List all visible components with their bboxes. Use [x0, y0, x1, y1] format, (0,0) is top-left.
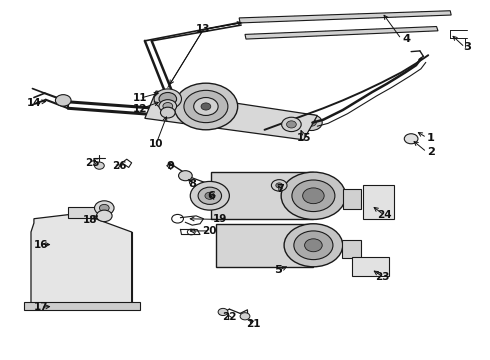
- Circle shape: [97, 210, 112, 222]
- FancyBboxPatch shape: [363, 185, 393, 220]
- Text: 13: 13: [196, 24, 211, 35]
- FancyBboxPatch shape: [24, 302, 141, 310]
- Circle shape: [163, 103, 172, 110]
- Text: 7: 7: [276, 184, 284, 194]
- Polygon shape: [245, 27, 438, 39]
- Circle shape: [307, 119, 317, 126]
- Text: 9: 9: [167, 161, 175, 171]
- Circle shape: [404, 134, 418, 144]
- Text: 10: 10: [149, 139, 163, 149]
- Text: 25: 25: [85, 158, 100, 168]
- Circle shape: [294, 231, 333, 260]
- Circle shape: [240, 313, 250, 320]
- Circle shape: [178, 171, 192, 181]
- Circle shape: [218, 309, 228, 316]
- Text: 23: 23: [375, 272, 390, 282]
- Text: 19: 19: [212, 215, 227, 224]
- Polygon shape: [239, 11, 451, 23]
- Circle shape: [281, 172, 345, 220]
- FancyBboxPatch shape: [216, 224, 314, 267]
- FancyBboxPatch shape: [342, 239, 361, 258]
- Circle shape: [303, 188, 324, 204]
- Text: 20: 20: [202, 226, 217, 236]
- FancyBboxPatch shape: [68, 207, 100, 218]
- Circle shape: [305, 239, 322, 252]
- Circle shape: [154, 89, 181, 109]
- Text: 17: 17: [33, 302, 48, 312]
- Circle shape: [205, 192, 215, 199]
- Circle shape: [287, 121, 296, 128]
- Text: 11: 11: [133, 93, 147, 103]
- Circle shape: [276, 183, 283, 188]
- Circle shape: [184, 90, 228, 123]
- Text: 1: 1: [427, 133, 435, 143]
- Text: 6: 6: [207, 191, 215, 201]
- Text: 3: 3: [464, 42, 471, 52]
- Circle shape: [159, 100, 176, 113]
- Text: 8: 8: [188, 179, 196, 189]
- Circle shape: [292, 180, 335, 212]
- Circle shape: [282, 117, 301, 132]
- Text: 14: 14: [26, 98, 41, 108]
- Circle shape: [190, 181, 229, 210]
- Circle shape: [159, 93, 176, 105]
- Text: 24: 24: [377, 210, 392, 220]
- Text: 15: 15: [296, 133, 311, 143]
- FancyBboxPatch shape: [351, 257, 389, 276]
- Circle shape: [160, 107, 175, 118]
- Circle shape: [99, 204, 109, 212]
- Circle shape: [194, 98, 218, 116]
- Text: 16: 16: [33, 239, 48, 249]
- Text: 2: 2: [427, 147, 435, 157]
- Polygon shape: [145, 91, 318, 140]
- Circle shape: [95, 201, 114, 215]
- Text: 18: 18: [82, 215, 97, 225]
- Polygon shape: [31, 213, 132, 304]
- Circle shape: [198, 187, 221, 204]
- Text: 12: 12: [133, 104, 147, 114]
- Circle shape: [284, 224, 343, 267]
- FancyBboxPatch shape: [211, 172, 314, 220]
- Text: 21: 21: [246, 319, 261, 329]
- Circle shape: [95, 162, 104, 169]
- Text: 22: 22: [222, 312, 237, 322]
- Circle shape: [55, 95, 71, 106]
- Circle shape: [201, 103, 211, 110]
- Circle shape: [301, 115, 322, 131]
- FancyBboxPatch shape: [343, 189, 361, 210]
- Circle shape: [271, 180, 287, 191]
- Circle shape: [174, 83, 238, 130]
- Text: 26: 26: [112, 161, 126, 171]
- Text: 5: 5: [274, 265, 282, 275]
- Text: 4: 4: [402, 34, 410, 44]
